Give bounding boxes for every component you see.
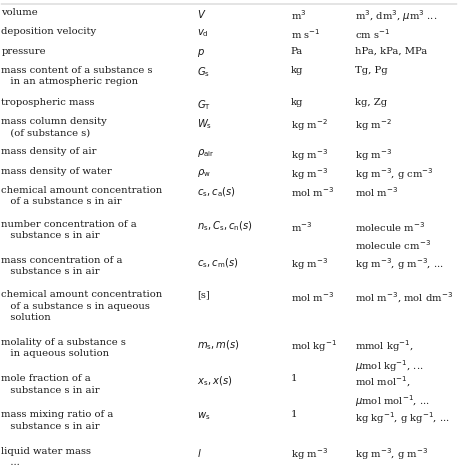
- Text: molality of a substance s
   in aqueous solution: molality of a substance s in aqueous sol…: [1, 338, 126, 358]
- Text: $l$: $l$: [197, 447, 202, 458]
- Text: mass mixing ratio of a
   substance s in air: mass mixing ratio of a substance s in ai…: [1, 410, 114, 431]
- Text: pressure: pressure: [1, 46, 46, 55]
- Text: kg m$^{-3}$: kg m$^{-3}$: [291, 166, 328, 182]
- Text: mol kg$^{-1}$: mol kg$^{-1}$: [291, 338, 337, 354]
- Text: number concentration of a
   substance s in air: number concentration of a substance s in…: [1, 220, 137, 240]
- Text: $\rho_{\mathrm{w}}$: $\rho_{\mathrm{w}}$: [197, 166, 211, 179]
- Text: volume: volume: [1, 9, 38, 18]
- Text: $\rho_{\mathrm{air}}$: $\rho_{\mathrm{air}}$: [197, 147, 215, 159]
- Text: molecule m$^{-3}$
molecule cm$^{-3}$: molecule m$^{-3}$ molecule cm$^{-3}$: [355, 220, 430, 252]
- Text: mol mol$^{-1}$,
$\mu$mol mol$^{-1}$, ...: mol mol$^{-1}$, $\mu$mol mol$^{-1}$, ...: [355, 374, 429, 409]
- Text: mol m$^{-3}$: mol m$^{-3}$: [291, 291, 334, 304]
- Text: $W_{\mathrm{s}}$: $W_{\mathrm{s}}$: [197, 117, 212, 131]
- Text: kg m$^{-3}$, g m$^{-3}$: kg m$^{-3}$, g m$^{-3}$: [355, 447, 428, 462]
- Text: $n_{\mathrm{s}}, C_{\mathrm{s}}, c_{\mathrm{n}}(s)$: $n_{\mathrm{s}}, C_{\mathrm{s}}, c_{\mat…: [197, 220, 253, 234]
- Text: $V$: $V$: [197, 9, 207, 20]
- Text: kg m$^{-2}$: kg m$^{-2}$: [291, 117, 328, 133]
- Text: mol m$^{-3}$: mol m$^{-3}$: [291, 186, 334, 200]
- Text: $m_{\mathrm{s}}, m(s)$: $m_{\mathrm{s}}, m(s)$: [197, 338, 240, 352]
- Text: mol m$^{-3}$, mol dm$^{-3}$: mol m$^{-3}$, mol dm$^{-3}$: [355, 291, 453, 305]
- Text: cm s$^{-1}$: cm s$^{-1}$: [355, 27, 390, 41]
- Text: mass column density
   (of substance s): mass column density (of substance s): [1, 117, 107, 137]
- Text: $G_{\mathrm{T}}$: $G_{\mathrm{T}}$: [197, 98, 211, 112]
- Text: [s]: [s]: [197, 291, 210, 300]
- Text: mmol kg$^{-1}$,
$\mu$mol kg$^{-1}$, ...: mmol kg$^{-1}$, $\mu$mol kg$^{-1}$, ...: [355, 338, 423, 374]
- Text: mol m$^{-3}$: mol m$^{-3}$: [355, 186, 398, 200]
- Text: m$^3$, dm$^3$, $\mu$m$^3$ ...: m$^3$, dm$^3$, $\mu$m$^3$ ...: [355, 9, 437, 24]
- Text: kg, Zg: kg, Zg: [355, 98, 387, 107]
- Text: kg kg$^{-1}$, g kg$^{-1}$, ...: kg kg$^{-1}$, g kg$^{-1}$, ...: [355, 410, 449, 426]
- Text: m$^3$: m$^3$: [291, 9, 306, 22]
- Text: mass density of water: mass density of water: [1, 166, 112, 175]
- Text: mass concentration of a
   substance s in air: mass concentration of a substance s in a…: [1, 256, 123, 276]
- Text: liquid water mass
   ...: liquid water mass ...: [1, 447, 91, 467]
- Text: kg m$^{-3}$: kg m$^{-3}$: [355, 147, 392, 163]
- Text: $c_{\mathrm{s}}, c_{\mathrm{a}}(s)$: $c_{\mathrm{s}}, c_{\mathrm{a}}(s)$: [197, 186, 236, 199]
- Text: m$^{-3}$: m$^{-3}$: [291, 220, 312, 234]
- Text: chemical amount concentration
   of a substance s in aqueous
   solution: chemical amount concentration of a subst…: [1, 291, 163, 322]
- Text: Tg, Pg: Tg, Pg: [355, 65, 387, 74]
- Text: mass density of air: mass density of air: [1, 147, 97, 156]
- Text: kg m$^{-3}$: kg m$^{-3}$: [291, 256, 328, 272]
- Text: mass content of a substance s
   in an atmospheric region: mass content of a substance s in an atmo…: [1, 65, 153, 86]
- Text: kg m$^{-3}$: kg m$^{-3}$: [291, 447, 328, 462]
- Text: m s$^{-1}$: m s$^{-1}$: [291, 27, 320, 41]
- Text: Pa: Pa: [291, 46, 303, 55]
- Text: kg m$^{-3}$: kg m$^{-3}$: [291, 147, 328, 163]
- Text: kg m$^{-2}$: kg m$^{-2}$: [355, 117, 392, 133]
- Text: $v_{\mathrm{d}}$: $v_{\mathrm{d}}$: [197, 27, 209, 39]
- Text: kg: kg: [291, 98, 303, 107]
- Text: 1: 1: [291, 410, 297, 419]
- Text: deposition velocity: deposition velocity: [1, 27, 97, 36]
- Text: $G_{\mathrm{s}}$: $G_{\mathrm{s}}$: [197, 65, 210, 79]
- Text: 1: 1: [291, 374, 297, 383]
- Text: $p$: $p$: [197, 46, 205, 58]
- Text: kg m$^{-3}$, g m$^{-3}$, ...: kg m$^{-3}$, g m$^{-3}$, ...: [355, 256, 444, 272]
- Text: hPa, kPa, MPa: hPa, kPa, MPa: [355, 46, 427, 55]
- Text: kg m$^{-3}$, g cm$^{-3}$: kg m$^{-3}$, g cm$^{-3}$: [355, 166, 433, 182]
- Text: kg: kg: [291, 65, 303, 74]
- Text: $x_{\mathrm{s}}, x(s)$: $x_{\mathrm{s}}, x(s)$: [197, 374, 233, 388]
- Text: $c_{\mathrm{s}}, c_{\mathrm{m}}(s)$: $c_{\mathrm{s}}, c_{\mathrm{m}}(s)$: [197, 256, 239, 270]
- Text: mole fraction of a
   substance s in air: mole fraction of a substance s in air: [1, 374, 100, 394]
- Text: chemical amount concentration
   of a substance s in air: chemical amount concentration of a subst…: [1, 186, 163, 206]
- Text: tropospheric mass: tropospheric mass: [1, 98, 95, 107]
- Text: $w_{\mathrm{s}}$: $w_{\mathrm{s}}$: [197, 410, 211, 422]
